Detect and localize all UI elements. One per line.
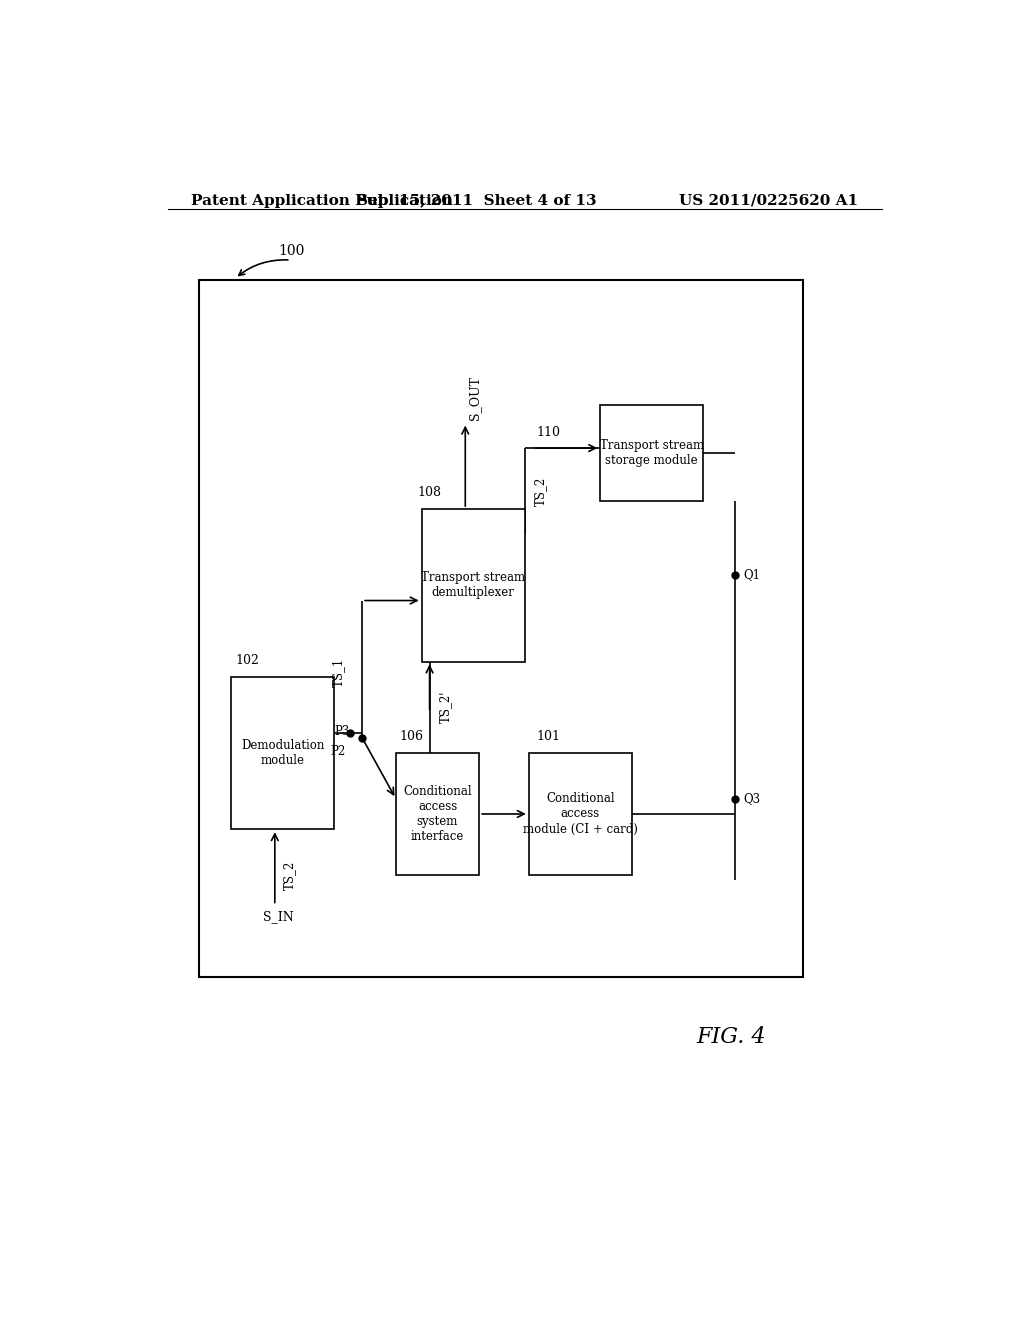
Text: FIG. 4: FIG. 4 (696, 1026, 766, 1048)
Text: S_IN: S_IN (263, 911, 294, 924)
Bar (600, 405, 703, 502)
Text: Demodulation
module: Demodulation module (241, 739, 325, 767)
Text: TS_2': TS_2' (439, 692, 452, 723)
Text: Transport stream
demultiplexer: Transport stream demultiplexer (421, 572, 525, 599)
Text: TS_1: TS_1 (332, 657, 345, 686)
Text: 100: 100 (279, 244, 305, 257)
Text: TS_2: TS_2 (535, 477, 547, 506)
Bar (200, 280, 803, 977)
Bar (396, 752, 479, 875)
Bar (422, 510, 524, 661)
Text: 106: 106 (399, 730, 424, 743)
Bar (528, 752, 632, 875)
Text: Q1: Q1 (743, 569, 760, 582)
Text: TS_2: TS_2 (283, 861, 296, 890)
Text: P3: P3 (334, 725, 350, 738)
Text: 102: 102 (236, 653, 259, 667)
Text: S_OUT: S_OUT (468, 376, 481, 420)
Text: P2: P2 (331, 744, 346, 758)
Text: US 2011/0225620 A1: US 2011/0225620 A1 (679, 194, 858, 209)
Text: 101: 101 (537, 730, 561, 743)
Bar (231, 677, 334, 829)
Text: Conditional
access
module (CI + card): Conditional access module (CI + card) (523, 792, 638, 836)
Text: 108: 108 (418, 486, 441, 499)
Text: Patent Application Publication: Patent Application Publication (191, 194, 454, 209)
Text: Q3: Q3 (743, 792, 760, 805)
Text: 110: 110 (537, 426, 561, 438)
Text: Sep. 15, 2011  Sheet 4 of 13: Sep. 15, 2011 Sheet 4 of 13 (357, 194, 597, 209)
Text: Conditional
access
system
interface: Conditional access system interface (403, 785, 472, 843)
Text: Transport stream
storage module: Transport stream storage module (600, 440, 703, 467)
